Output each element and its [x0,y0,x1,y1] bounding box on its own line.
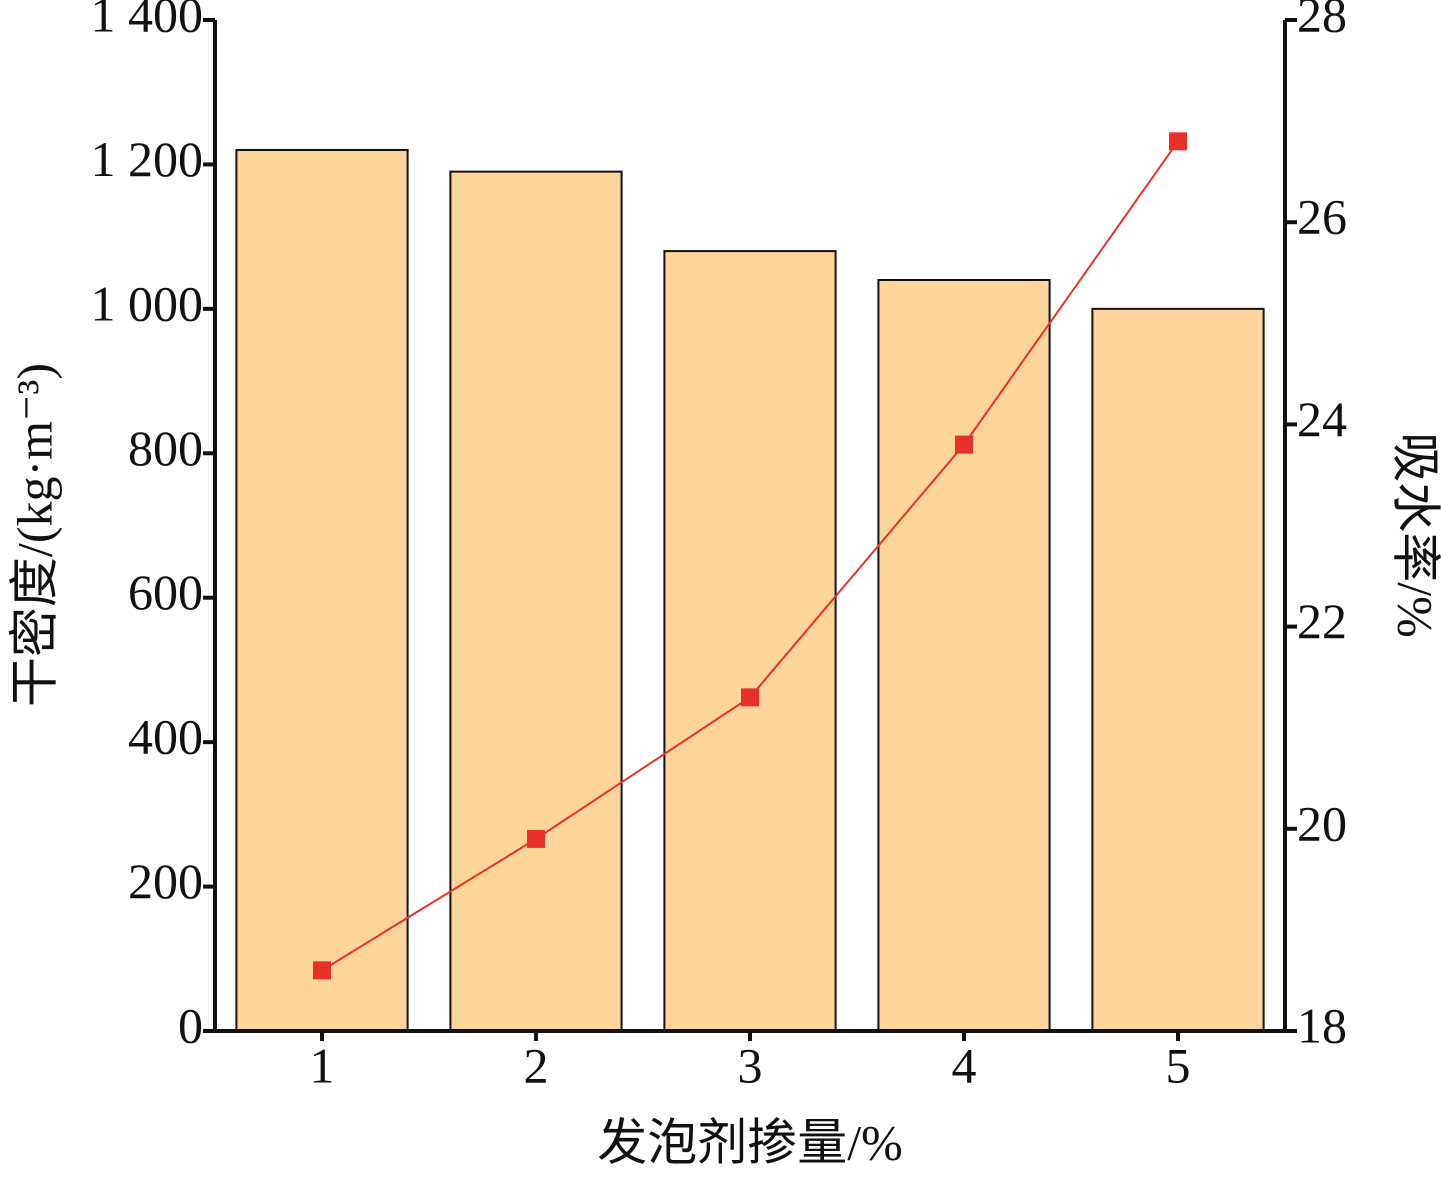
y-tick-label: 400 [128,709,203,765]
marker [741,688,759,707]
x-tick-label: 3 [738,1037,763,1093]
bar [1091,307,1265,1033]
y-tick-label: 600 [128,564,203,620]
y2-tick-label: 26 [1297,189,1347,245]
bar [449,170,623,1032]
bar [877,278,1051,1032]
marker [1169,132,1187,151]
marker [955,435,973,454]
y-axis-label: 干密度/(kg·m⁻³) [6,363,62,707]
y2-tick-label: 28 [1297,0,1347,42]
y-tick-label: 800 [128,420,203,476]
x-tick-label: 1 [310,1037,335,1093]
y2-tick-label: 20 [1297,795,1347,851]
marker [527,829,545,848]
y-tick-label: 1 200 [91,131,204,187]
y-tick-label: 1 400 [91,0,204,42]
bar [663,250,837,1033]
x-tick-label: 5 [1166,1037,1191,1093]
x-tick-label: 2 [524,1037,549,1093]
y2-axis-label: 吸水率/% [1388,432,1441,638]
x-tick-label: 4 [952,1037,977,1093]
y-tick-label: 1 000 [91,275,204,331]
y2-tick-label: 18 [1297,997,1347,1053]
y2-tick-label: 24 [1297,391,1347,447]
y-tick-label: 0 [178,997,203,1053]
bar [235,148,409,1032]
y2-tick-label: 22 [1297,593,1347,649]
x-axis-label: 发泡剂掺量/% [597,1114,903,1170]
marker [313,961,331,980]
y-tick-label: 200 [128,853,203,909]
